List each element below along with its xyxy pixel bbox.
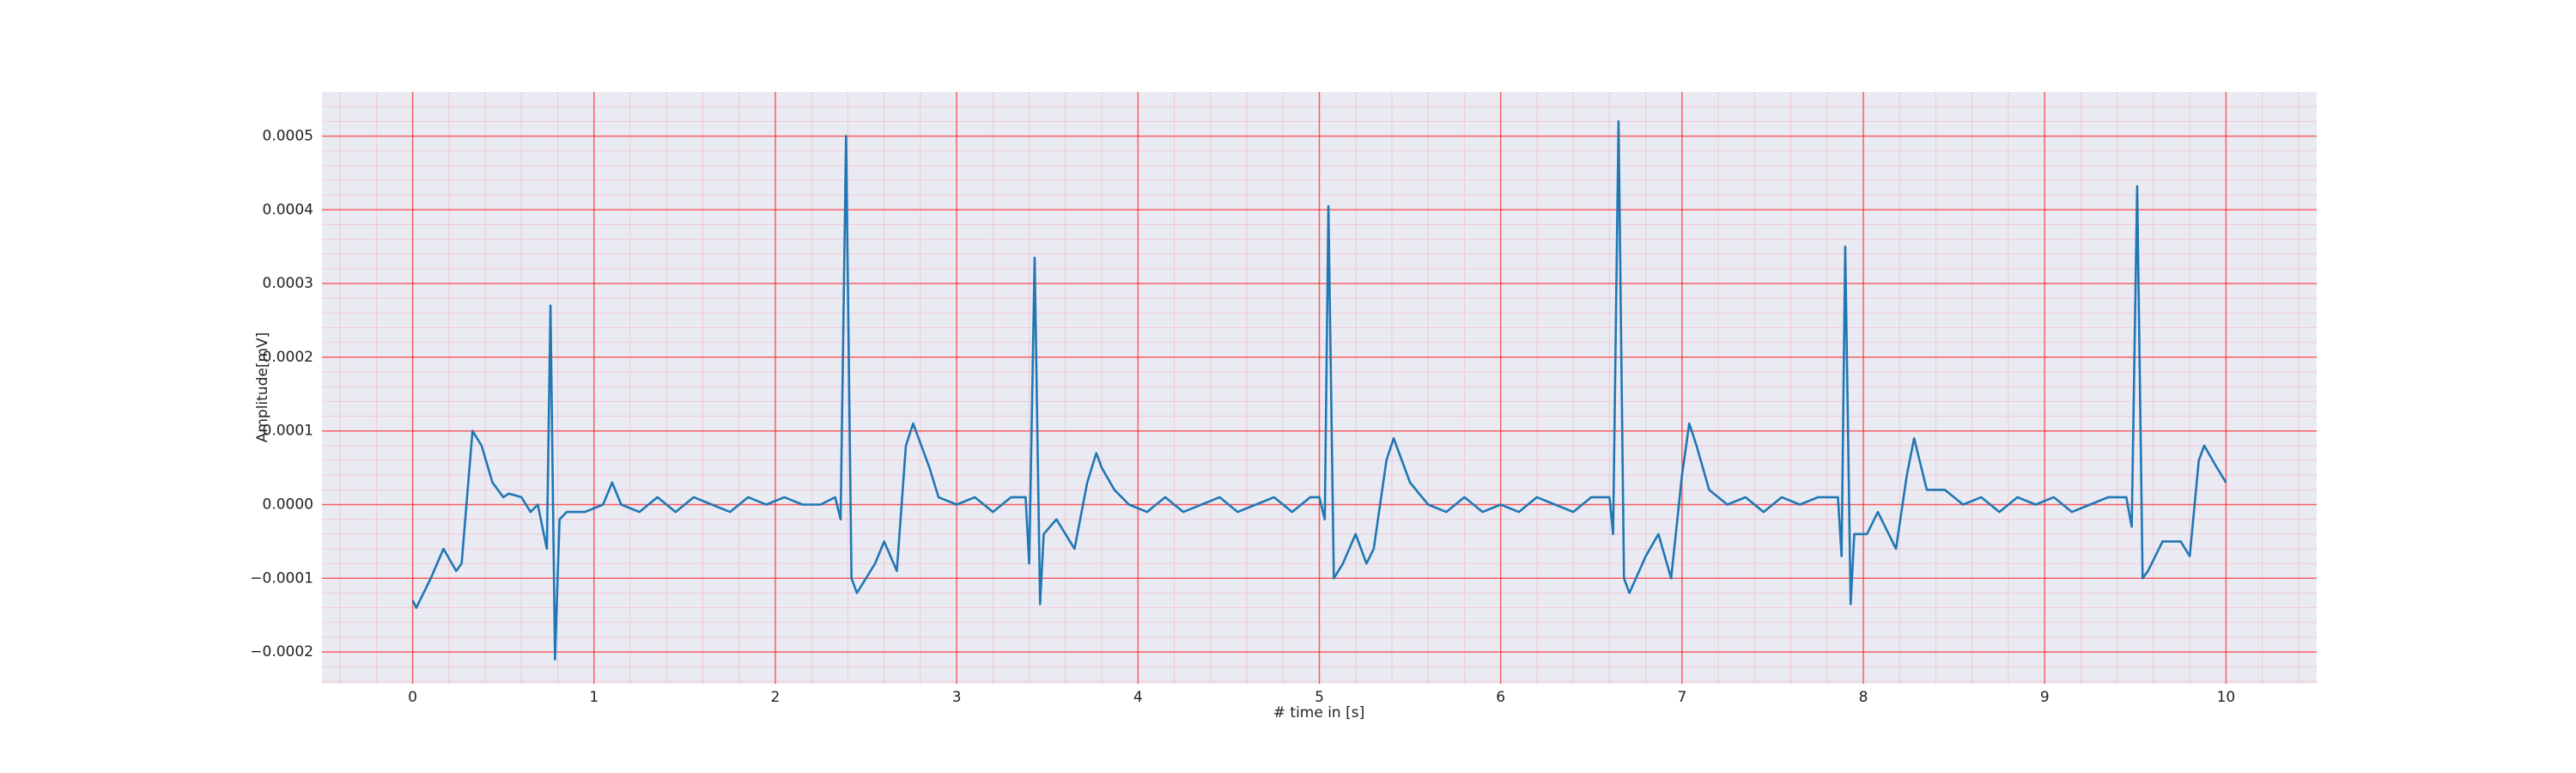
y-tick-label: 0.0002 bbox=[263, 349, 313, 366]
y-tick-label: −0.0002 bbox=[250, 643, 313, 660]
y-tick-label: 0.0003 bbox=[263, 275, 313, 292]
x-tick-label: 10 bbox=[2217, 689, 2236, 706]
x-tick-label: 7 bbox=[1677, 689, 1686, 706]
y-tick-label: −0.0001 bbox=[250, 569, 313, 587]
x-tick-label: 8 bbox=[1859, 689, 1868, 706]
x-tick-label: 3 bbox=[952, 689, 962, 706]
y-tick-label: 0.0001 bbox=[263, 423, 313, 440]
x-tick-label: 0 bbox=[408, 689, 417, 706]
x-tick-label: 9 bbox=[2040, 689, 2050, 706]
y-axis-label: Amplitude[mV] bbox=[254, 332, 271, 443]
y-tick-label: 0.0000 bbox=[263, 496, 313, 513]
x-tick-label: 6 bbox=[1496, 689, 1505, 706]
x-axis-label: # time in [s] bbox=[1273, 704, 1364, 721]
x-tick-label: 1 bbox=[589, 689, 598, 706]
x-tick-label: 2 bbox=[771, 689, 781, 706]
x-tick-label: 4 bbox=[1133, 689, 1143, 706]
y-tick-label: 0.0005 bbox=[263, 127, 313, 144]
y-tick-label: 0.0004 bbox=[263, 201, 313, 218]
x-tick-label: 5 bbox=[1315, 689, 1324, 706]
signal-line bbox=[411, 120, 2227, 660]
